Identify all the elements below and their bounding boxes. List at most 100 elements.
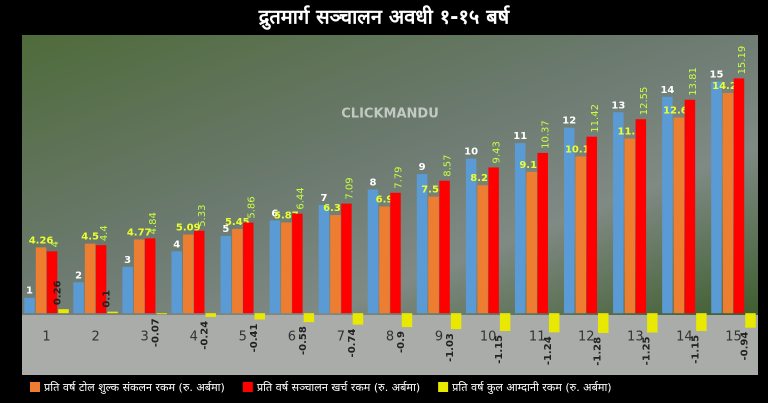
- data-label: 11.3: [617, 127, 642, 138]
- x-tick-label: 12: [578, 330, 595, 345]
- bar: [379, 206, 390, 314]
- data-label: 6.44: [295, 187, 306, 209]
- bar: [684, 99, 696, 314]
- bar: [46, 251, 58, 314]
- watermark: CLICKMANDU: [341, 107, 439, 122]
- legend-label: प्रति वर्ष टोल शुल्क संकलन रकम (रु. अर्ब…: [44, 381, 225, 394]
- legend-swatch: [242, 382, 253, 392]
- data-label: 7.54: [421, 185, 446, 196]
- legend-swatch: [438, 382, 449, 392]
- data-label: 0.1: [102, 290, 113, 308]
- bar: [330, 215, 341, 314]
- category-band: [22, 315, 758, 375]
- data-label: -1.15: [494, 335, 505, 364]
- data-label: 5.87: [274, 210, 299, 221]
- data-label: 4.26: [29, 235, 54, 246]
- bar: [635, 119, 647, 314]
- data-label: 15: [710, 69, 724, 80]
- data-label: 11: [513, 131, 527, 142]
- bar: [254, 313, 266, 320]
- data-label: 5.33: [197, 205, 208, 227]
- bar: [673, 117, 685, 314]
- bar: [281, 222, 292, 314]
- data-label: 6: [271, 208, 278, 219]
- data-label: 12: [562, 116, 576, 127]
- bar: [367, 189, 379, 314]
- data-label: 4.5: [81, 232, 99, 243]
- bar: [624, 138, 636, 314]
- bar: [598, 313, 609, 333]
- data-label: 12.66: [663, 106, 695, 117]
- data-label: -1.15: [690, 335, 701, 364]
- data-label: 10.37: [541, 120, 552, 149]
- data-label: -1.03: [445, 333, 456, 362]
- bar: [428, 196, 439, 314]
- x-tick-label: 3: [141, 330, 149, 345]
- bar: [733, 78, 745, 314]
- bar: [488, 167, 499, 314]
- bar: [182, 234, 194, 314]
- bar: [514, 143, 526, 314]
- bar: [220, 235, 232, 314]
- data-label: 14.25: [712, 81, 744, 92]
- x-tick-label: 7: [337, 330, 345, 345]
- bar: [537, 152, 548, 314]
- chart-title: द्रुतमार्ग सञ्चालन अवधी १-१५ बर्ष: [258, 5, 511, 30]
- bar: [84, 243, 96, 314]
- data-label: -0.41: [249, 323, 260, 352]
- bar: [647, 313, 658, 333]
- x-tick-label: 1: [42, 330, 50, 345]
- bar: [696, 313, 707, 331]
- data-label: 3: [124, 255, 131, 266]
- data-label: 5: [222, 224, 229, 235]
- data-label: 5.09: [176, 223, 201, 234]
- bar: [144, 238, 156, 314]
- legend-label: प्रति वर्ष कुल आम्दानी रकम (रु. अर्बमा): [452, 381, 611, 394]
- data-label: 6.35: [323, 203, 348, 214]
- data-label: 7.79: [394, 167, 405, 189]
- data-label: 4.4: [99, 225, 110, 241]
- data-label: 10.14: [565, 144, 597, 155]
- bar: [450, 313, 462, 330]
- data-label: 4: [173, 239, 180, 250]
- bar: [35, 247, 47, 314]
- data-label: 9: [419, 162, 426, 173]
- bar: [243, 222, 254, 314]
- data-label: 6.9: [376, 195, 394, 206]
- bar: [58, 309, 69, 314]
- data-label: -0.58: [298, 326, 309, 355]
- data-label: 10: [464, 147, 478, 158]
- x-tick-label: 13: [627, 330, 644, 345]
- bar: [24, 297, 35, 314]
- data-label: 12.55: [639, 87, 650, 116]
- bar: [193, 230, 205, 314]
- data-label: 4: [50, 241, 61, 247]
- bar: [205, 313, 216, 317]
- bar: [122, 266, 133, 314]
- x-tick-label: 15: [725, 330, 742, 345]
- x-tick-label: 2: [91, 330, 99, 345]
- bar: [662, 96, 673, 314]
- bar: [107, 311, 118, 314]
- data-label: 14: [660, 85, 674, 96]
- data-label: 11.42: [590, 104, 601, 133]
- data-label: 9.14: [519, 160, 544, 171]
- data-label: 8.28: [470, 173, 495, 184]
- data-label: -0.74: [347, 329, 358, 358]
- x-tick-label: 8: [386, 330, 394, 345]
- bar: [232, 228, 243, 314]
- bar: [722, 92, 734, 314]
- bar: [303, 313, 315, 323]
- bar: [95, 245, 107, 314]
- bar: [292, 213, 303, 314]
- data-label: -1.28: [592, 337, 603, 366]
- x-tick-label: 9: [435, 330, 443, 345]
- x-tick-label: 11: [529, 330, 546, 345]
- bar: [318, 205, 330, 314]
- data-label: 5.86: [246, 196, 257, 218]
- bar: [133, 239, 145, 314]
- data-label: 7: [320, 193, 327, 204]
- x-tick-label: 14: [676, 330, 693, 345]
- bar: [439, 180, 450, 314]
